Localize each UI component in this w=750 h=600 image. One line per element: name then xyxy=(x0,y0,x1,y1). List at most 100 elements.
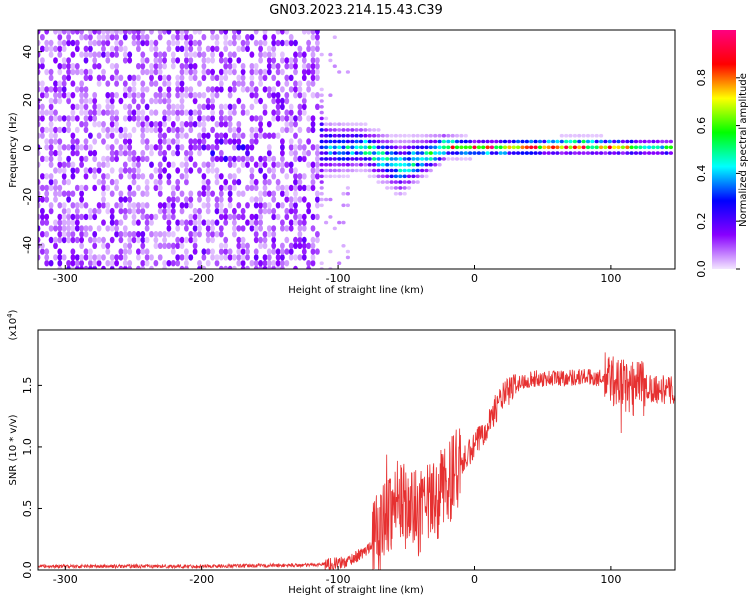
heatmap-cell xyxy=(301,225,307,232)
heatmap-cell xyxy=(140,115,146,122)
heatmap-cell xyxy=(66,231,71,238)
heatmap-cell xyxy=(258,161,263,168)
heatmap-cell xyxy=(385,168,390,173)
heatmap-cell xyxy=(262,190,268,197)
y-tick-label: 40 xyxy=(21,45,34,59)
heatmap-cell xyxy=(481,139,486,144)
heatmap-cell xyxy=(101,109,106,116)
heatmap-cell xyxy=(44,248,50,255)
heatmap-cell xyxy=(236,254,242,261)
heatmap-cell xyxy=(319,162,324,167)
heatmap-cell xyxy=(162,92,168,99)
heatmap-cell xyxy=(262,254,268,261)
heatmap-cell xyxy=(315,161,320,168)
heatmap-cell xyxy=(210,74,216,82)
heatmap-cell xyxy=(236,121,242,128)
heatmap-cell xyxy=(157,207,163,215)
heatmap-cell xyxy=(218,265,224,269)
heatmap-cell xyxy=(293,173,298,180)
heatmap-cell xyxy=(542,151,547,155)
heatmap-cell xyxy=(131,39,137,47)
heatmap-cell xyxy=(114,126,119,134)
heatmap-cells xyxy=(38,30,674,269)
heatmap-cell xyxy=(188,144,194,151)
heatmap-cell xyxy=(210,254,216,261)
heatmap-cell xyxy=(306,30,311,35)
heatmap-cell xyxy=(446,139,451,144)
heatmap-cell xyxy=(306,68,311,76)
heatmap-cell xyxy=(253,126,259,134)
heatmap-cell xyxy=(301,196,307,203)
heatmap-cell xyxy=(70,248,76,255)
heatmap-cell xyxy=(262,68,268,76)
heatmap-cell xyxy=(214,219,220,226)
heatmap-cell xyxy=(472,139,477,144)
heatmap-cell xyxy=(218,57,224,64)
heatmap-cell xyxy=(345,133,350,138)
heatmap-cell xyxy=(258,236,263,244)
heatmap-cell xyxy=(157,254,163,261)
heatmap-cell xyxy=(44,231,50,238)
heatmap-cell xyxy=(136,167,141,174)
heatmap-cell xyxy=(210,190,216,197)
heatmap-cell xyxy=(468,151,473,155)
heatmap-cell xyxy=(170,57,176,64)
heatmap-cell xyxy=(57,190,63,197)
heatmap-cell xyxy=(105,30,111,35)
heatmap-cell xyxy=(590,145,595,150)
heatmap-cell xyxy=(205,86,211,93)
heatmap-cell xyxy=(315,39,320,47)
heatmap-cell xyxy=(74,144,80,151)
heatmap-cell xyxy=(341,139,346,144)
heatmap-cell xyxy=(337,220,342,225)
heatmap-cell xyxy=(385,139,390,144)
heatmap-cell xyxy=(70,265,76,269)
heatmap-cell xyxy=(240,225,246,232)
heatmap-cell xyxy=(79,30,84,35)
heatmap-cell xyxy=(262,265,268,269)
heatmap-cell xyxy=(227,190,233,197)
heatmap-cell xyxy=(415,151,420,155)
heatmap-cell xyxy=(170,149,176,157)
heatmap-cell xyxy=(620,145,626,150)
heatmap-cell xyxy=(105,51,111,58)
heatmap-cell xyxy=(350,162,355,167)
heatmap-cell xyxy=(437,145,442,150)
heatmap-cell xyxy=(271,213,277,221)
heatmap-cell xyxy=(153,236,159,244)
heatmap-cell xyxy=(297,173,303,180)
heatmap-cell xyxy=(232,213,237,221)
heatmap-cell xyxy=(301,248,307,255)
heatmap-cell xyxy=(105,184,111,192)
heatmap-cell xyxy=(572,133,578,138)
heatmap-cell xyxy=(232,155,237,163)
heatmap-cell xyxy=(551,139,556,144)
heatmap-cell xyxy=(83,167,89,174)
heatmap-cell xyxy=(127,196,133,203)
heatmap-cell xyxy=(288,39,294,47)
heatmap-cell xyxy=(280,144,285,151)
heatmap-cell xyxy=(114,62,119,70)
heatmap-cell xyxy=(192,144,198,151)
heatmap-cell xyxy=(109,51,115,58)
heatmap-cell xyxy=(175,74,181,82)
heatmap-cell xyxy=(293,144,298,151)
heatmap-cell xyxy=(306,265,311,269)
heatmap-cell xyxy=(398,186,403,190)
heatmap-cell xyxy=(118,202,124,209)
heatmap-cell xyxy=(70,39,76,47)
heatmap-cell xyxy=(472,145,477,150)
heatmap-cell xyxy=(214,45,220,52)
heatmap-cell xyxy=(214,155,220,163)
heatmap-cell xyxy=(79,213,84,221)
heatmap-cell xyxy=(170,190,176,197)
heatmap-cell xyxy=(149,219,154,226)
heatmap-cell xyxy=(607,139,612,144)
heatmap-cell xyxy=(184,236,189,244)
heatmap-cell xyxy=(153,231,159,238)
heatmap-cell xyxy=(127,86,133,93)
heatmap-cell xyxy=(319,191,324,196)
heatmap-cell xyxy=(297,80,303,87)
heatmap-cell xyxy=(271,39,277,47)
heatmap-cell xyxy=(127,74,133,82)
